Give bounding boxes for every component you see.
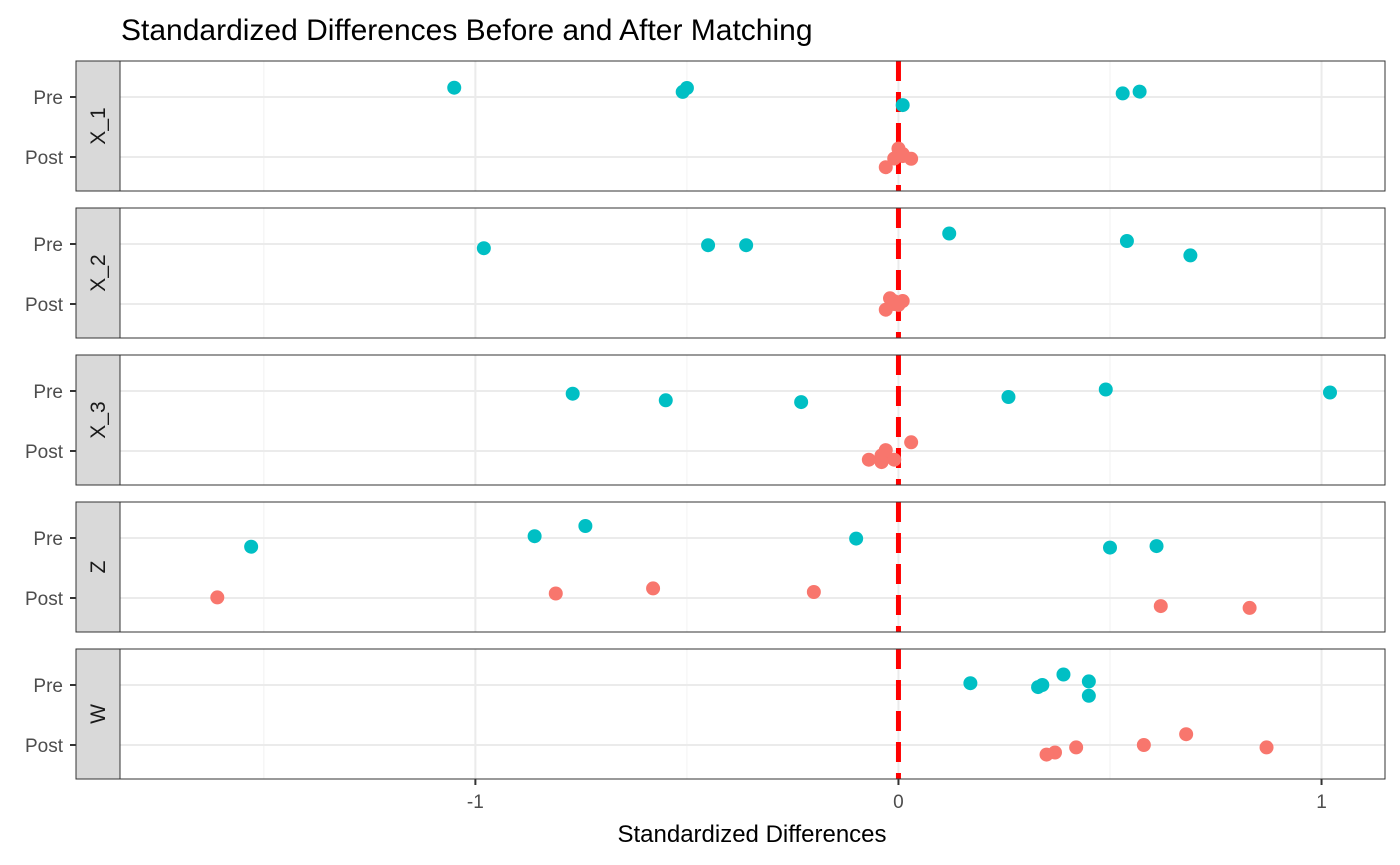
point-post [1153, 599, 1168, 614]
panel-border [119, 354, 1386, 486]
point-pre [739, 238, 754, 253]
point-pre [447, 80, 462, 95]
facet-panel-x-1: X_1 Pre Post [25, 60, 1386, 192]
facet-strip [75, 501, 121, 633]
point-post [548, 586, 563, 601]
point-pre [794, 395, 809, 410]
point-pre [701, 238, 716, 253]
facet-strip [75, 354, 121, 486]
panel-border [119, 60, 1386, 192]
y-tick-label: Pre [33, 235, 63, 256]
point-pre [1103, 540, 1117, 555]
point-pre [1098, 382, 1113, 397]
facet-panel-w: W Pre Post [25, 648, 1386, 780]
point-pre [565, 386, 580, 401]
panel-background [120, 355, 1385, 485]
x-tick-label: 0 [893, 792, 904, 813]
point-post [1179, 727, 1194, 742]
point-post [878, 160, 893, 175]
point-pre [1081, 674, 1096, 689]
point-pre [578, 519, 593, 533]
point-pre [244, 539, 259, 554]
facet-panels: X_1 Pre Post X_2 Pre Post X_3 Pre Post Z Pre Post W P… [25, 60, 1386, 780]
facet-strip-label: X_1 [87, 107, 110, 144]
x-axis-title: Standardized Differences [617, 821, 886, 848]
y-tick-label: Post [25, 295, 64, 316]
facet-strip [75, 207, 121, 339]
panel-background [120, 649, 1385, 779]
point-post [806, 585, 821, 599]
point-pre [1056, 667, 1071, 682]
point-post [874, 455, 889, 470]
point-post [891, 297, 906, 312]
point-pre [963, 676, 978, 691]
point-pre [1149, 539, 1164, 554]
x-axis: -1 0 1 [467, 779, 1327, 813]
facet-panel-x-3: X_3 Pre Post [25, 354, 1386, 486]
y-tick-label: Pre [33, 529, 63, 550]
point-pre [1323, 385, 1337, 400]
y-tick-label: Post [25, 442, 64, 463]
y-tick-label: Pre [33, 676, 63, 697]
point-post [210, 590, 225, 605]
panel-border [119, 648, 1386, 780]
x-tick-label: 1 [1316, 792, 1327, 813]
facet-strip-label: Z [87, 560, 110, 573]
panel-border [119, 207, 1386, 339]
point-pre [1001, 390, 1016, 404]
point-post [878, 302, 893, 317]
y-tick-label: Pre [33, 382, 63, 403]
facet-panel-x-2: X_2 Pre Post [25, 207, 1386, 339]
point-post [904, 151, 919, 166]
facet-strip-label: W [87, 704, 110, 724]
point-pre [675, 84, 690, 99]
chart-title: Standardized Differences Before and Afte… [121, 14, 813, 47]
facet-panel-z: Z Pre Post [25, 501, 1386, 633]
point-pre [1035, 678, 1050, 692]
point-post [904, 435, 919, 450]
point-pre [1132, 84, 1147, 99]
panel-background [120, 502, 1385, 632]
point-pre [1119, 234, 1134, 248]
point-pre [658, 393, 673, 408]
point-pre [942, 226, 957, 241]
point-post [887, 452, 902, 467]
point-post [646, 581, 661, 596]
point-post [1242, 600, 1257, 615]
point-pre [527, 529, 542, 544]
facet-strip-label: X_3 [87, 401, 110, 438]
point-pre [476, 241, 491, 256]
point-pre [895, 98, 910, 113]
panel-border [119, 501, 1386, 633]
point-post [1039, 747, 1054, 762]
facet-strip [75, 648, 121, 780]
y-tick-label: Post [25, 148, 64, 169]
facet-strip [75, 60, 121, 192]
point-post [861, 452, 876, 467]
point-pre [1081, 688, 1096, 703]
point-pre [1115, 86, 1130, 101]
panel-background [120, 208, 1385, 338]
point-pre [1183, 248, 1198, 263]
y-tick-label: Pre [33, 88, 63, 109]
facet-strip-label: X_2 [87, 254, 110, 291]
point-pre [849, 531, 864, 546]
y-tick-label: Post [25, 736, 64, 757]
point-post [1259, 740, 1274, 755]
point-post [1069, 740, 1084, 755]
x-tick-label: -1 [467, 792, 484, 813]
y-tick-label: Post [25, 589, 64, 610]
point-post [1136, 738, 1151, 752]
panel-background [120, 61, 1385, 191]
